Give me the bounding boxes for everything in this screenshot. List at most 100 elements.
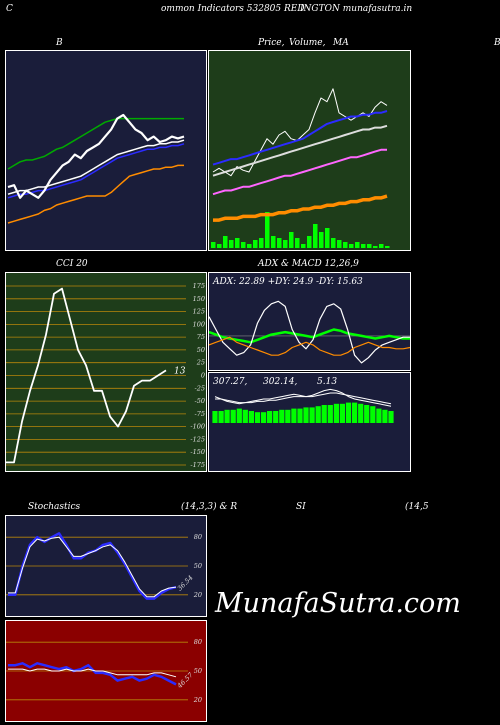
volume-bar bbox=[301, 244, 306, 248]
cci-chart: 175 150 125 100 75 50 25 0 -25 -50 -75 -100 -125 -150… bbox=[6, 282, 205, 469]
macd-histogram-bar bbox=[376, 408, 382, 423]
cci-tick-label: 175 bbox=[193, 282, 205, 290]
adx-minus_dy-line bbox=[209, 336, 410, 356]
cci-line bbox=[6, 287, 167, 464]
macd-histogram-bar bbox=[352, 402, 358, 423]
rsi-tick-label: 20 bbox=[193, 696, 202, 704]
rsi-rsi_white-line bbox=[8, 668, 177, 678]
macd-caption-value: 307.27, bbox=[213, 377, 247, 387]
bb-price-line bbox=[7, 113, 185, 199]
price-ma_short-line bbox=[212, 110, 388, 166]
far-right-title: B bbox=[494, 38, 500, 48]
watermark: MunafaSutra.com bbox=[215, 588, 461, 619]
cci-tick-label: 150 bbox=[193, 295, 205, 303]
adx-plus_dy-line bbox=[209, 300, 410, 364]
macd-histogram-bar bbox=[230, 409, 236, 423]
macd-histogram-bar bbox=[315, 406, 321, 423]
price-panel bbox=[208, 50, 411, 251]
stoch-title: Stochastics bbox=[28, 502, 81, 512]
bb-title: B bbox=[56, 38, 63, 48]
volume-bar bbox=[235, 238, 240, 248]
volume-bar bbox=[361, 244, 366, 248]
macd-histogram-bar bbox=[279, 409, 285, 423]
volume-bar bbox=[283, 240, 288, 248]
volume-bar bbox=[331, 238, 336, 248]
price-title: Price, bbox=[258, 38, 285, 48]
volume-bar bbox=[223, 236, 228, 248]
volume-bar bbox=[355, 242, 360, 248]
bb-lower-line bbox=[7, 164, 184, 224]
adx-chart: ADX: 22.89 +DY: 24.9 -DY: 15.63 bbox=[209, 277, 410, 364]
volume-bar bbox=[313, 224, 318, 248]
adx-macd-title: ADX & MACD 12,26,9 bbox=[258, 259, 359, 269]
macd-caption-value: 5.13 bbox=[317, 377, 337, 387]
stoch-params: (14,3,3) & R bbox=[181, 502, 238, 512]
macd-panel: 307.27, 302.14, 5.13 bbox=[208, 372, 411, 472]
adx-caption: ADX: 22.89 +DY: 24.9 -DY: 15.63 bbox=[212, 277, 363, 287]
volume-bar bbox=[289, 232, 294, 248]
rsi-chart: 80 50 20 46.57 bbox=[6, 638, 202, 704]
macd-histogram-bar bbox=[261, 412, 267, 423]
cci-tick-label: 75 bbox=[197, 333, 205, 341]
cci-tick-label: -150 bbox=[190, 448, 205, 456]
rsi-rsi_blue-line bbox=[8, 662, 177, 686]
macd-histogram-bar bbox=[388, 411, 394, 423]
volume-bar bbox=[325, 228, 330, 248]
cci-tick-label: -175 bbox=[190, 461, 205, 469]
macd-histogram-bar bbox=[218, 411, 224, 423]
cci-tick-label: -125 bbox=[190, 435, 205, 443]
rsi-tick-label: 80 bbox=[194, 638, 202, 646]
cci-tick-label: -75 bbox=[195, 410, 205, 418]
adx-adx-line bbox=[209, 328, 410, 344]
volume-bar bbox=[229, 240, 234, 248]
macd-macd-line bbox=[214, 388, 392, 407]
macd-histogram-bar bbox=[291, 408, 297, 423]
macd-histogram-bar bbox=[358, 403, 364, 423]
cci-tick-label: 125 bbox=[193, 308, 205, 316]
macd-histogram-bar bbox=[370, 406, 376, 423]
cci-tick-label: 50 bbox=[197, 346, 205, 354]
volume-bar bbox=[271, 236, 276, 248]
volume-bar bbox=[259, 238, 264, 248]
volume-bar bbox=[211, 242, 216, 248]
macd-histogram-bar bbox=[303, 407, 309, 423]
macd-histogram-bar bbox=[321, 405, 327, 423]
rsi-tick-label: 50 bbox=[194, 667, 202, 675]
bb-upper-line bbox=[7, 117, 184, 170]
volume-bar bbox=[343, 242, 348, 248]
macd-histogram-bar bbox=[333, 403, 339, 423]
bb-middle_b-line bbox=[7, 139, 185, 195]
volume-bar bbox=[385, 246, 390, 248]
macd-histogram-bar bbox=[327, 405, 333, 423]
stoch-tick-label: 50 bbox=[194, 562, 202, 570]
volume-bar bbox=[295, 238, 300, 248]
price-chart bbox=[211, 88, 390, 248]
bollinger-panel bbox=[5, 50, 207, 251]
price-ma_pink-line bbox=[212, 148, 387, 196]
volume-bar bbox=[253, 240, 258, 248]
cci-title: CCI 20 bbox=[56, 259, 88, 269]
macd-histogram-bar bbox=[242, 409, 248, 423]
macd-histogram-bar bbox=[212, 411, 218, 423]
volume-bar bbox=[265, 212, 270, 248]
price-price-line bbox=[212, 88, 388, 177]
macd-histogram-bar bbox=[285, 409, 291, 423]
stoch-d-line bbox=[8, 536, 177, 598]
macd-histogram-bar bbox=[382, 409, 388, 423]
cci-tick-label: 25 bbox=[196, 359, 205, 367]
stoch-panel: 80 50 20 36.54 bbox=[5, 515, 207, 617]
volume-bar bbox=[217, 244, 222, 248]
macd-histogram-bar bbox=[297, 408, 303, 423]
rsi-panel: 80 50 20 46.57 bbox=[5, 620, 207, 722]
volume-bar bbox=[379, 244, 384, 248]
volume-bar bbox=[319, 232, 324, 248]
ma-title: MA bbox=[333, 38, 349, 48]
macd-signal-line bbox=[215, 392, 392, 405]
macd-histogram-bar bbox=[248, 411, 254, 423]
volume-bar bbox=[373, 246, 378, 248]
volume-bar bbox=[349, 244, 354, 248]
header-right: INGTON munafasutra.in bbox=[300, 4, 413, 14]
volume-bar bbox=[307, 236, 312, 248]
macd-histogram-bar bbox=[273, 411, 279, 423]
